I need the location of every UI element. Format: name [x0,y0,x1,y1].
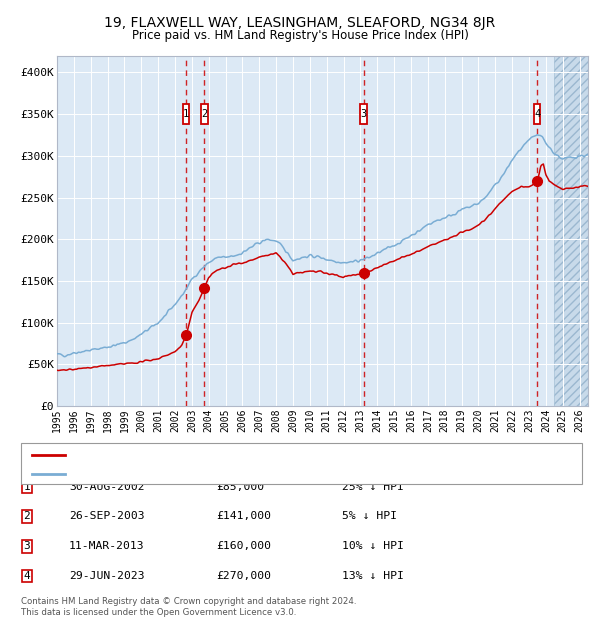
FancyBboxPatch shape [361,104,367,124]
Text: Price paid vs. HM Land Registry's House Price Index (HPI): Price paid vs. HM Land Registry's House … [131,29,469,42]
Text: 5% ↓ HPI: 5% ↓ HPI [342,512,397,521]
Text: 2: 2 [23,512,31,521]
Text: HPI: Average price, detached house, North Kesteven: HPI: Average price, detached house, Nort… [71,469,332,479]
Text: 10% ↓ HPI: 10% ↓ HPI [342,541,404,551]
Text: 2: 2 [201,109,208,119]
Text: £160,000: £160,000 [216,541,271,551]
Text: 19, FLAXWELL WAY, LEASINGHAM, SLEAFORD, NG34 8JR (detached house): 19, FLAXWELL WAY, LEASINGHAM, SLEAFORD, … [71,450,442,459]
Text: 4: 4 [23,571,31,581]
Text: £270,000: £270,000 [216,571,271,581]
Text: 29-JUN-2023: 29-JUN-2023 [69,571,145,581]
Text: 26-SEP-2003: 26-SEP-2003 [69,512,145,521]
FancyBboxPatch shape [201,104,208,124]
Text: 30-AUG-2002: 30-AUG-2002 [69,482,145,492]
FancyBboxPatch shape [183,104,190,124]
FancyBboxPatch shape [534,104,541,124]
Text: 25% ↓ HPI: 25% ↓ HPI [342,482,404,492]
Text: £85,000: £85,000 [216,482,264,492]
Text: 11-MAR-2013: 11-MAR-2013 [69,541,145,551]
Text: Contains HM Land Registry data © Crown copyright and database right 2024.
This d: Contains HM Land Registry data © Crown c… [21,598,356,617]
Text: 4: 4 [534,109,541,119]
Text: 13% ↓ HPI: 13% ↓ HPI [342,571,404,581]
Text: 3: 3 [361,109,367,119]
Text: 19, FLAXWELL WAY, LEASINGHAM, SLEAFORD, NG34 8JR: 19, FLAXWELL WAY, LEASINGHAM, SLEAFORD, … [104,16,496,30]
Text: 3: 3 [23,541,31,551]
Text: £141,000: £141,000 [216,512,271,521]
Text: 1: 1 [183,109,189,119]
Text: 1: 1 [23,482,31,492]
